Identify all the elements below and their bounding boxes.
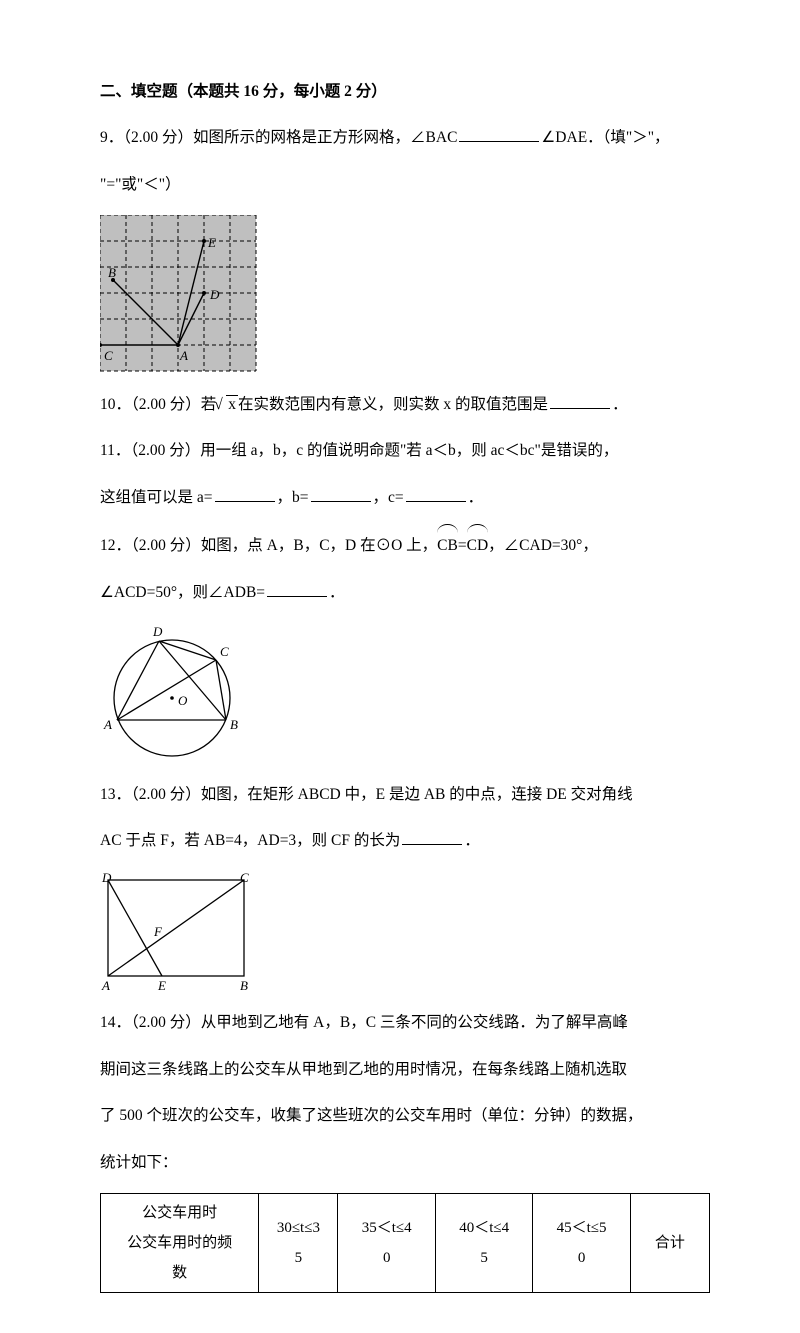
svg-text:E: E — [157, 978, 166, 992]
q14-line1: 14．（2.00 分）从甲地到乙地有 A，B，C 三条不同的公交线路．为了解早高… — [100, 1007, 710, 1038]
th-c2: 40＜t≤45 — [435, 1194, 532, 1293]
q11-tc: ，b= — [277, 489, 309, 506]
q10-tc: ． — [612, 396, 628, 413]
section-title: 二、填空题（本题共 16 分，每小题 2 分） — [100, 76, 710, 107]
th-l2: 公交车用时的频 — [103, 1228, 256, 1258]
page-content: 二、填空题（本题共 16 分，每小题 2 分） 9．（2.00 分）如图所示的网… — [0, 0, 800, 1333]
svg-text:E: E — [207, 235, 216, 250]
svg-text:B: B — [230, 717, 238, 732]
svg-text:B: B — [240, 978, 248, 992]
q9-figure: A B C D E — [100, 215, 258, 373]
th-c0: 30≤t≤35 — [259, 1194, 338, 1293]
svg-text:O: O — [178, 693, 188, 708]
q12-tc: ∠ACD=50°，则∠ADB= — [100, 584, 265, 601]
q12-ta: 如图，点 A，B，C，D 在⊙O 上， — [201, 537, 437, 554]
q12-score: （2.00 分） — [131, 537, 201, 554]
table-header-left: 公交车用时 公交车用时的频 数 — [101, 1194, 259, 1293]
svg-text:B: B — [108, 265, 116, 280]
q11-line2: 这组值可以是 a= ，b= ，c= ． — [100, 482, 710, 513]
svg-text:C: C — [220, 644, 229, 659]
q12-line1: 12．（2.00 分）如图，点 A，B，C，D 在⊙O 上，CB=CD，∠CAD… — [100, 528, 710, 561]
q9-ta: 如图所示的网格是正方形网格，∠BAC — [193, 129, 457, 146]
arc-cd: CD — [467, 528, 489, 561]
q10-score: （2.00 分） — [131, 396, 201, 413]
svg-text:F: F — [153, 924, 163, 939]
q13-line1: 13．（2.00 分）如图，在矩形 ABCD 中，E 是边 AB 的中点，连接 … — [100, 779, 710, 810]
q11-td: ，c= — [373, 489, 404, 506]
svg-text:A: A — [103, 717, 112, 732]
q12-eq: = — [458, 537, 467, 554]
q10-blank — [550, 392, 610, 409]
svg-text:D: D — [101, 872, 112, 885]
arc-cb: CB — [437, 528, 458, 561]
q9-score: （2.00 分） — [123, 129, 193, 146]
q11-tb: 这组值可以是 a= — [100, 489, 213, 506]
q9-line1: 9．（2.00 分）如图所示的网格是正方形网格，∠BAC ∠DAE．（填"＞"， — [100, 122, 710, 153]
q11-blank-b — [311, 485, 371, 502]
svg-text:A: A — [179, 348, 188, 363]
q14-label: 14． — [100, 1014, 131, 1031]
th-l3: 数 — [103, 1258, 256, 1288]
q14-line3: 了 500 个班次的公交车，收集了这些班次的公交车用时（单位：分钟）的数据， — [100, 1100, 710, 1131]
q14-table: 公交车用时 公交车用时的频 数 30≤t≤35 35＜t≤40 40＜t≤45 … — [100, 1193, 710, 1293]
sqrt-icon: x — [216, 389, 238, 420]
q9-blank — [459, 126, 539, 143]
svg-text:A: A — [101, 978, 110, 992]
th-l1: 公交车用时 — [103, 1198, 256, 1228]
q12-tb: ，∠CAD=30°， — [488, 537, 598, 554]
q14-line2: 期间这三条线路上的公交车从甲地到乙地的用时情况，在每条线路上随机选取 — [100, 1054, 710, 1085]
q14-line4: 统计如下： — [100, 1147, 710, 1178]
q11-line1: 11．（2.00 分）用一组 a，b，c 的值说明命题"若 a＜b，则 ac＜b… — [100, 435, 710, 466]
svg-text:C: C — [104, 348, 113, 363]
q13-figure: A B C D E F — [100, 872, 252, 992]
svg-text:D: D — [209, 287, 220, 302]
q13-tc: ． — [464, 832, 480, 849]
th-c3: 45＜t≤50 — [533, 1194, 630, 1293]
q10-tb: 在实数范围内有意义，则实数 x 的取值范围是 — [238, 396, 548, 413]
q9-tb: ∠DAE．（填"＞"， — [541, 129, 669, 146]
q10-radicand: x — [226, 395, 238, 413]
q12-label: 12． — [100, 537, 131, 554]
q13-blank — [402, 829, 462, 846]
q12-line2: ∠ACD=50°，则∠ADB= ． — [100, 577, 710, 608]
q13-ta: 如图，在矩形 ABCD 中，E 是边 AB 的中点，连接 DE 交对角线 — [201, 786, 633, 803]
q11-ta: 用一组 a，b，c 的值说明命题"若 a＜b，则 ac＜bc"是错误的， — [200, 442, 618, 459]
q10-label: 10． — [100, 396, 131, 413]
th-c4: 合计 — [630, 1194, 709, 1293]
q9-line2: "="或"＜"） — [100, 169, 710, 200]
th-c1: 35＜t≤40 — [338, 1194, 435, 1293]
q13-tb: AC 于点 F，若 AB=4，AD=3，则 CF 的长为 — [100, 832, 400, 849]
q11-te: ． — [468, 489, 484, 506]
q13-label: 13． — [100, 786, 131, 803]
table-row: 公交车用时 公交车用时的频 数 30≤t≤35 35＜t≤40 40＜t≤45 … — [101, 1194, 710, 1293]
q11-blank-a — [215, 485, 275, 502]
q11-label: 11． — [100, 442, 130, 459]
q10-line: 10．（2.00 分）若x在实数范围内有意义，则实数 x 的取值范围是． — [100, 389, 710, 420]
q13-line2: AC 于点 F，若 AB=4，AD=3，则 CF 的长为 ． — [100, 825, 710, 856]
q9-label: 9． — [100, 129, 123, 146]
svg-text:D: D — [152, 624, 163, 639]
q14-score: （2.00 分） — [131, 1014, 201, 1031]
q12-blank — [267, 580, 327, 597]
q12-figure: A B C D O — [100, 623, 250, 763]
q11-score: （2.00 分） — [130, 442, 200, 459]
q14-ta: 从甲地到乙地有 A，B，C 三条不同的公交线路．为了解早高峰 — [201, 1014, 628, 1031]
q12-td: ． — [329, 584, 345, 601]
q13-score: （2.00 分） — [131, 786, 201, 803]
q11-blank-c — [406, 485, 466, 502]
svg-text:C: C — [240, 872, 249, 885]
